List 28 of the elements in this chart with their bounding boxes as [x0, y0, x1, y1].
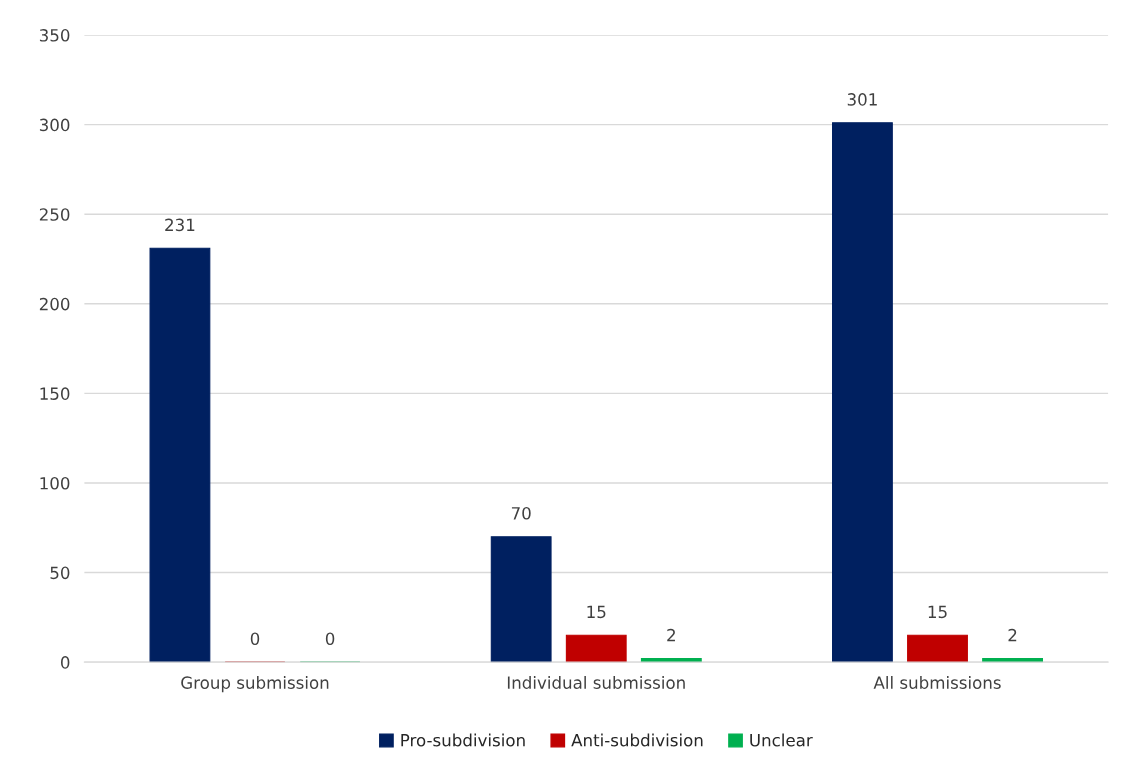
- data-label: 0: [250, 632, 260, 646]
- x-tick-label: All submissions: [873, 676, 1001, 689]
- data-label: 15: [587, 605, 606, 619]
- legend-label: Pro-subdivision: [401, 733, 525, 747]
- x-tick-label: Group submission: [181, 676, 329, 693]
- y-tick-label: 50: [50, 566, 70, 580]
- data-label: 231: [165, 218, 195, 232]
- data-label: 70: [511, 507, 531, 520]
- y-tick-label: 250: [39, 208, 70, 221]
- bar: [907, 634, 968, 663]
- data-label: 2: [667, 628, 675, 642]
- data-label: 2: [1008, 628, 1017, 642]
- data-label: 0: [325, 632, 335, 646]
- data-label: 301: [847, 93, 877, 106]
- bar: [832, 122, 893, 663]
- y-tick-label: 300: [39, 118, 70, 132]
- bar: [149, 247, 211, 663]
- y-tick-label: 150: [40, 387, 70, 400]
- legend-label: Anti-subdivision: [571, 733, 703, 747]
- y-tick-label: 100: [40, 476, 70, 490]
- y-tick-label: 0: [60, 656, 70, 669]
- data-label: 15: [928, 605, 947, 619]
- bar: [565, 634, 627, 663]
- bar: [490, 536, 552, 663]
- legend-label: Unclear: [750, 733, 813, 747]
- x-tick-label: Individual submission: [507, 676, 685, 689]
- y-tick-label: 350: [39, 29, 70, 42]
- y-tick-label: 200: [39, 297, 70, 311]
